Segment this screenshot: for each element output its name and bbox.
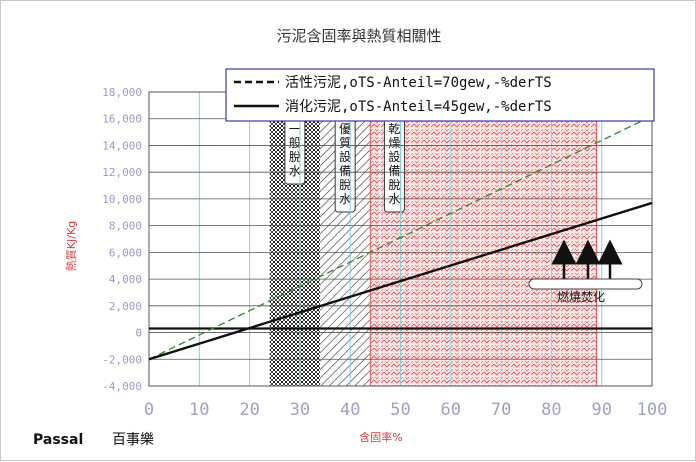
chart-title: 污泥含固率與熱質相關性 (276, 27, 441, 45)
y-tick-label: -4,000 (102, 380, 142, 393)
zone-1-label-char: 優 (339, 122, 351, 136)
x-tick-label: 100 (637, 400, 668, 420)
ticks-layer: 18,000 16,000 14,000 12,000 10,000 8,000 6,000… (102, 86, 667, 420)
zone-0-label-char: 脫 (289, 149, 301, 164)
x-tick-label: 0 (144, 400, 154, 420)
y-axis-label: 熱質KJ/Kg (64, 221, 78, 271)
x-tick-label: 20 (239, 400, 259, 420)
x-axis-label: 含固率% (359, 430, 402, 444)
y-tick-label: 18,000 (102, 86, 142, 99)
zone-2-label-char: 乾 (388, 122, 400, 136)
brand-logo: Passal (33, 432, 83, 448)
zone-2-label-char: 燥 (388, 136, 400, 150)
y-tick-label: -2,000 (102, 353, 142, 366)
zone-1-label-char: 備 (339, 163, 351, 178)
zone-0-label-char: 水 (289, 164, 301, 178)
series-line-0 (148, 115, 653, 360)
x-tick-label: 90 (591, 400, 611, 420)
zone-0-label-char: 般 (289, 135, 301, 150)
zone-2-label-char: 脫 (388, 177, 400, 192)
x-tick-label: 70 (491, 400, 511, 420)
x-tick-label: 60 (441, 400, 461, 420)
x-tick-label: 50 (390, 400, 410, 420)
incineration-annotation: 燃燒焚化 (528, 239, 643, 304)
legend-box (225, 68, 655, 122)
zone-1-label-char: 設 (339, 149, 351, 164)
x-tick-label: 40 (340, 400, 360, 420)
y-tick-label: 14,000 (102, 139, 142, 152)
y-tick-label: 12,000 (102, 166, 142, 179)
series-line-1 (148, 201, 653, 361)
y-tick-label: 10,000 (102, 193, 142, 206)
y-tick-label: 8,000 (109, 220, 142, 233)
zone-2-label-char: 備 (388, 163, 400, 178)
legend-label-activated-sludge: 活性污泥,oTS-Anteil=70gew,-%derTS (285, 75, 552, 91)
zone-1-label-char: 脫 (339, 177, 351, 192)
x-tick-label: 30 (290, 400, 310, 420)
zone-0-label-char: 一 (289, 122, 301, 136)
legend: 活性污泥,oTS-Anteil=70gew,-%derTS 消化污泥,oTS-A… (225, 68, 655, 122)
incineration-label: 燃燒焚化 (557, 289, 605, 304)
y-tick-label: 16,000 (102, 113, 142, 126)
zone-2-area (370, 92, 597, 386)
y-tick-label: 6,000 (109, 246, 142, 259)
incineration-label-box (528, 278, 643, 290)
brand-name-cn: 百事樂 (112, 431, 154, 448)
y-tick-label: 2,000 (109, 300, 142, 313)
zone-1-label-char: 質 (339, 135, 351, 150)
y-tick-label: 0 (135, 327, 142, 340)
x-tick-label: 10 (189, 400, 209, 420)
zone-2-label-char: 設 (388, 149, 400, 164)
series-layer (148, 115, 653, 361)
y-tick-label: 4,000 (109, 273, 142, 286)
x-tick-label: 80 (541, 400, 561, 420)
legend-label-digested-sludge: 消化污泥,oTS-Anteil=45gew,-%derTS (285, 99, 552, 115)
